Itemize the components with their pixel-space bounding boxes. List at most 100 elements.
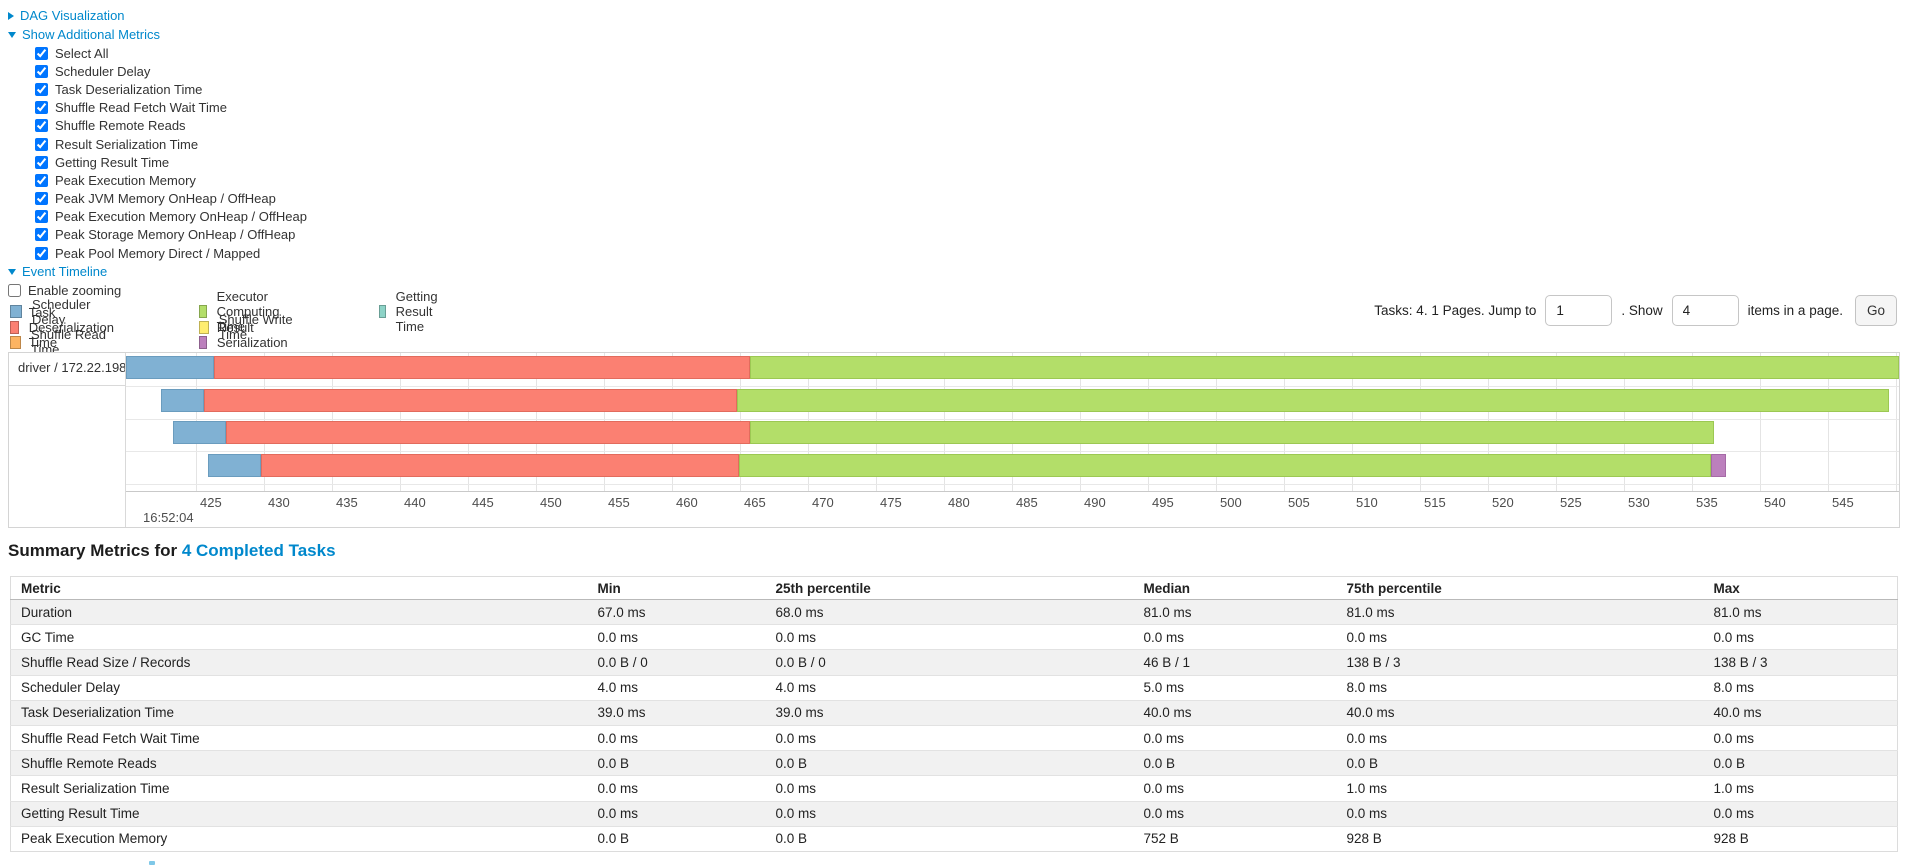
metric-checkbox-item[interactable]: Shuffle Remote Reads [35,117,307,135]
show-additional-metrics-label: Show Additional Metrics [22,27,161,42]
axis-tick-label: 430 [268,495,290,510]
task-bar-segment-task-deserialization-time[interactable] [225,421,750,444]
metric-checkbox-item[interactable]: Select All [35,44,307,62]
table-body: Duration 67.0 ms 68.0 ms 81.0 ms 81.0 ms 81.0… [10,598,1898,852]
time-axis-line [126,491,1899,492]
metric-checkbox-label: Peak Pool Memory Direct / Mapped [55,245,261,261]
legend-item-result_serialization_time: Result Serialization Time [199,320,293,365]
metric-checkbox[interactable] [35,228,48,242]
legend-label: Scheduler Delay [31,296,91,327]
expanded-arrow-icon [8,31,16,38]
tasks-count-text: Tasks: 4. 1 Pages. Jump to [1374,303,1537,318]
enable-zooming-row[interactable]: Enable zooming [8,281,307,299]
metric-checkbox-item[interactable]: Peak Execution Memory [35,171,307,189]
gridline [1896,353,1897,491]
event-timeline-label: Event Timeline [22,264,108,280]
jump-to-page-input[interactable] [1545,295,1613,326]
metric-name-cell: Peak Execution Memory [10,825,588,852]
metric-checkbox[interactable] [35,192,48,206]
task-bar-segment-scheduler-delay[interactable] [126,356,214,379]
metric-checkbox[interactable] [35,64,48,78]
metric-value-cell: 4.0 ms [587,674,766,701]
task-bar-segment-scheduler-delay[interactable] [172,421,226,444]
axis-tick-label: 485 [1016,495,1038,510]
show-text: . Show [1621,303,1663,318]
metric-value-cell: 5.0 ms [1133,674,1337,701]
legend-column: Executor Computing Time Shuffle Write Tim… [199,289,293,365]
metric-value-cell: 0.0 ms [765,724,1134,751]
table-row: Scheduler Delay 4.0 ms 4.0 ms 5.0 ms 8.0 ms 8… [10,674,1898,701]
task-bar-segment-task-deserialization-time[interactable] [204,388,738,412]
metric-checkbox-item[interactable]: Getting Result Time [35,153,307,171]
metric-value-cell: 0.0 B [587,825,766,852]
metric-value-cell: 0.0 B [1336,750,1704,776]
axis-time-label: 16:52:04 [143,510,194,525]
dag-visualization-toggle[interactable]: DAG Visualization [8,6,307,25]
metric-checkbox-item[interactable]: Peak JVM Memory OnHeap / OffHeap [35,190,307,208]
metric-checkbox-item[interactable]: Peak Execution Memory OnHeap / OffHeap [35,208,307,226]
task-bar-segment-executor-computing-time[interactable] [738,453,1712,477]
executor-group-label: driver / 172.22.198.104 [9,353,125,386]
metric-checkbox-item[interactable]: Peak Storage Memory OnHeap / OffHeap [35,226,307,244]
metric-value-cell: 8.0 ms [1336,674,1704,701]
metric-checkbox-item[interactable]: Scheduler Delay [35,62,307,80]
event-timeline-toggle[interactable]: Event Timeline [8,262,307,281]
legend-item-task_deserialization_time: Task Deserialization Time [10,305,118,350]
metric-value-cell: 40.0 ms [1703,699,1898,726]
metric-value-cell: 0.0 ms [1133,724,1337,751]
metric-checkbox[interactable] [35,101,48,115]
table-row: Shuffle Remote Reads 0.0 B 0.0 B 0.0 B 0.0 B… [10,750,1898,776]
metric-checkbox[interactable] [35,155,48,169]
table-header-cell: 25th percentile [765,576,1134,600]
metric-checkbox-item[interactable]: Peak Pool Memory Direct / Mapped [35,244,307,262]
metric-checkbox[interactable] [35,46,48,60]
legend-item-shuffle_read_time: Shuffle Read Time [10,327,118,357]
metric-checkbox-label: Peak Execution Memory [55,172,196,188]
metric-name-cell: Shuffle Remote Reads [10,750,588,776]
metric-checkbox-label: Peak Execution Memory OnHeap / OffHeap [55,209,307,225]
metric-value-cell: 0.0 ms [587,724,766,751]
metric-checkbox[interactable] [35,137,48,151]
task-bar-segment-task-deserialization-time[interactable] [213,356,750,379]
axis-tick-label: 510 [1356,495,1378,510]
completed-tasks-link[interactable]: 4 Completed Tasks [181,541,336,560]
metric-value-cell: 0.0 ms [1133,775,1337,801]
metric-name-cell: Task Deserialization Time [10,699,588,726]
axis-tick-label: 515 [1424,495,1446,510]
metric-value-cell: 0.0 B [1703,750,1898,776]
items-per-page-input[interactable] [1671,295,1739,326]
metric-checkbox[interactable] [35,119,48,133]
scheduler-delay-swatch-icon [10,305,22,319]
metric-checkbox-label: Peak Storage Memory OnHeap / OffHeap [55,227,296,243]
summary-title-text: Summary Metrics for [8,541,182,560]
task-bar-segment-executor-computing-time[interactable] [737,388,1890,412]
task-bar-segment-scheduler-delay[interactable] [160,388,205,412]
task-bar-segment-executor-computing-time[interactable] [749,421,1714,444]
metric-checkbox-item[interactable]: Result Serialization Time [35,135,307,153]
metric-name-cell: Scheduler Delay [10,674,588,701]
task-bar-segment-task-deserialization-time[interactable] [261,453,739,477]
metric-value-cell: 928 B [1703,825,1898,852]
metric-checkbox[interactable] [35,210,48,224]
axis-tick-label: 500 [1220,495,1242,510]
metric-checkbox-item[interactable]: Task Deserialization Time [35,80,307,98]
axis-tick-label: 490 [1084,495,1106,510]
metric-checkbox[interactable] [35,173,48,187]
table-header-cell: Metric [10,576,588,600]
metric-checkbox-item[interactable]: Shuffle Read Fetch Wait Time [35,99,307,117]
metric-checkbox[interactable] [35,246,48,260]
go-button[interactable]: Go [1854,295,1897,326]
task-bar-segment-scheduler-delay[interactable] [208,453,262,477]
metric-value-cell: 4.0 ms [765,674,1134,701]
show-additional-metrics-toggle[interactable]: Show Additional Metrics [8,25,307,44]
enable-zooming-checkbox[interactable] [8,283,21,297]
task-pagination: Tasks: 4. 1 Pages. Jump to . Show items … [1374,295,1897,326]
metric-checkbox[interactable] [35,82,48,96]
metric-value-cell: 0.0 B / 0 [765,649,1134,676]
legend-label: Task Deserialization Time [28,304,114,350]
axis-tick-label: 440 [404,495,426,510]
task-bar-segment-executor-computing-time[interactable] [749,356,1899,379]
metric-checkbox-label: Shuffle Remote Reads [55,118,186,134]
task-bar-segment-result-serialization-time[interactable] [1711,453,1726,477]
metric-value-cell: 81.0 ms [1703,598,1898,625]
